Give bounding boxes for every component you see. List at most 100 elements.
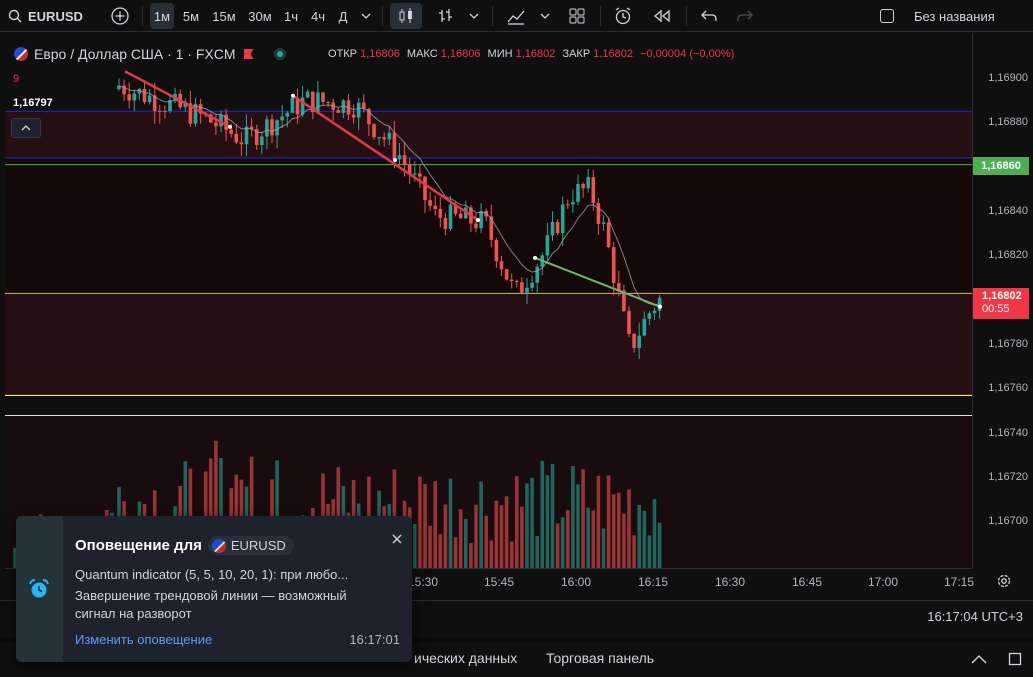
interval-5m[interactable]: 5м bbox=[182, 8, 200, 24]
interval-1h[interactable]: 1ч bbox=[283, 8, 298, 24]
symbol-search[interactable]: EURUSD bbox=[8, 3, 88, 29]
expand-panel-button[interactable] bbox=[968, 648, 990, 670]
candle-body bbox=[407, 164, 412, 175]
trendline-anchor bbox=[228, 124, 232, 129]
volume-bar bbox=[617, 492, 621, 568]
volume-bar bbox=[550, 463, 555, 568]
open-key: ОТКР bbox=[328, 48, 358, 60]
compare-add-button[interactable] bbox=[106, 3, 134, 29]
candle-body bbox=[647, 313, 652, 319]
collapse-legend-button[interactable] bbox=[11, 118, 41, 138]
price-label: 1,16820 bbox=[988, 249, 1028, 261]
candle-body bbox=[443, 217, 448, 229]
alarm-clock-icon bbox=[29, 579, 49, 598]
volume-bar bbox=[525, 483, 529, 568]
candle-body bbox=[566, 204, 570, 206]
flag-marker-icon[interactable] bbox=[243, 49, 254, 59]
volume-bar bbox=[474, 504, 478, 568]
price-label: 1,16720 bbox=[988, 471, 1028, 483]
candle-body bbox=[117, 85, 121, 90]
candle-body bbox=[280, 116, 284, 121]
redo-icon bbox=[737, 10, 753, 21]
candle-body bbox=[326, 101, 330, 103]
candle-body bbox=[341, 100, 346, 113]
volume-bar bbox=[219, 457, 223, 568]
volume-bar bbox=[504, 496, 509, 568]
candle-body bbox=[270, 119, 274, 136]
volume-bar bbox=[637, 504, 641, 568]
alert-header: Оповещение для EURUSD bbox=[75, 536, 294, 555]
candle-body bbox=[433, 205, 437, 209]
trendline-anchor bbox=[291, 93, 295, 98]
volume-bar bbox=[642, 510, 647, 568]
maximize-panel-button[interactable] bbox=[1004, 648, 1026, 670]
bar-type-button[interactable] bbox=[432, 3, 460, 29]
volume-bar bbox=[535, 535, 539, 568]
candle-body bbox=[316, 92, 320, 113]
volume-bar bbox=[249, 456, 254, 568]
candle-body bbox=[239, 142, 244, 145]
alert-button[interactable] bbox=[609, 3, 637, 29]
tab-trading-panel[interactable]: Торговая панель bbox=[546, 650, 655, 666]
close-alert-button[interactable] bbox=[388, 530, 406, 548]
candle-body bbox=[657, 297, 662, 311]
redo-button[interactable] bbox=[732, 3, 758, 29]
candle-body bbox=[392, 132, 397, 160]
interval-15m[interactable]: 15м bbox=[212, 8, 236, 24]
candle-body bbox=[428, 200, 432, 206]
clock-timezone[interactable]: 16:17:04 UTC+3 bbox=[927, 609, 1023, 624]
moving-average-line bbox=[118, 85, 660, 306]
volume-bar bbox=[509, 541, 514, 568]
candle-body bbox=[244, 126, 249, 145]
candle-body bbox=[229, 129, 233, 134]
undo-button[interactable] bbox=[696, 3, 722, 29]
tab-history-data[interactable]: ических данных bbox=[414, 650, 518, 666]
interval-d[interactable]: Д bbox=[338, 8, 348, 24]
close-value: 1,16802 bbox=[593, 48, 634, 60]
candle-body bbox=[418, 173, 422, 177]
alert-symbol: EURUSD bbox=[230, 538, 286, 553]
intervals-dropdown[interactable] bbox=[358, 3, 374, 29]
volume-bar bbox=[494, 500, 499, 568]
alert-symbol-chip[interactable]: EURUSD bbox=[207, 536, 294, 555]
price-chart-svg[interactable] bbox=[5, 33, 972, 568]
layout-menu-button[interactable]: Без названия bbox=[880, 3, 1030, 29]
chart-type-candles-button[interactable] bbox=[390, 3, 422, 29]
candle-body bbox=[188, 103, 193, 124]
candle-body bbox=[509, 279, 514, 282]
candle-body bbox=[158, 110, 162, 112]
interval-4h[interactable]: 4ч bbox=[310, 8, 325, 24]
volume-bar bbox=[627, 489, 631, 568]
indicators-dropdown[interactable] bbox=[537, 3, 553, 29]
chart-settings-button[interactable] bbox=[992, 571, 1016, 591]
high-key: МАКС bbox=[406, 48, 438, 60]
time-label: 16:30 bbox=[714, 575, 746, 589]
level-value: 1,16797 bbox=[13, 97, 53, 109]
interval-30m[interactable]: 30м bbox=[248, 8, 272, 24]
volume-bar bbox=[586, 507, 590, 568]
close-key: ЗАКР bbox=[562, 48, 591, 60]
candle-body bbox=[336, 109, 341, 113]
alert-time: 16:17:01 bbox=[349, 632, 400, 647]
volume-bar bbox=[530, 477, 534, 568]
volume-bar bbox=[576, 484, 580, 568]
chart-pane[interactable] bbox=[5, 33, 972, 568]
price-axis[interactable]: 1,16900 1,16880 1,16840 1,16820 1,16780 … bbox=[972, 33, 1033, 568]
volume-bar bbox=[652, 498, 657, 568]
market-status-icon[interactable] bbox=[273, 48, 286, 60]
trendline-anchor bbox=[393, 158, 397, 163]
volume-bar bbox=[581, 469, 585, 568]
volume-bar bbox=[571, 465, 575, 568]
edit-alert-link[interactable]: Изменить оповещение bbox=[75, 632, 213, 647]
time-axis[interactable]: 15:30 15:45 16:00 16:15 16:30 16:45 17:0… bbox=[5, 568, 974, 595]
templates-button[interactable] bbox=[563, 3, 591, 29]
maximize-icon bbox=[1008, 652, 1022, 666]
time-label: 17:00 bbox=[867, 575, 899, 589]
replay-button[interactable] bbox=[648, 3, 676, 29]
indicators-button[interactable] bbox=[502, 3, 530, 29]
candle-body bbox=[224, 114, 228, 130]
interval-1m[interactable]: 1м bbox=[150, 3, 174, 29]
candle-body bbox=[142, 88, 147, 103]
candle-body bbox=[351, 114, 356, 118]
chart-type-dropdown[interactable] bbox=[466, 3, 482, 29]
